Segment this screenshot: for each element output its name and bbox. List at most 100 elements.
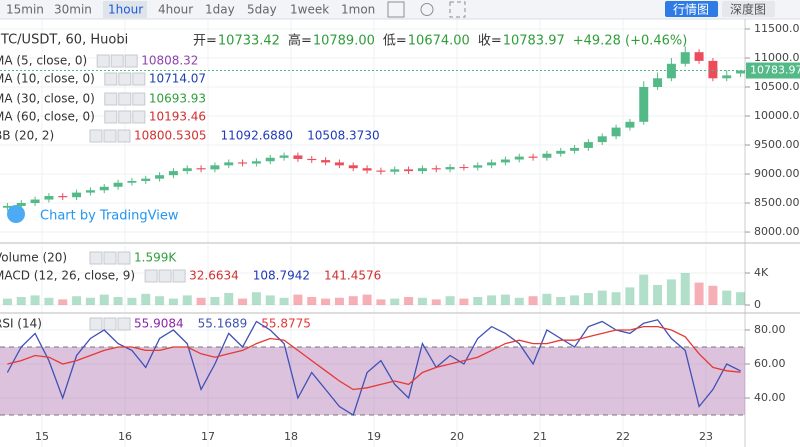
volume-bar [487, 295, 497, 305]
indicator-value: 10693.93 [149, 92, 206, 106]
volume-bar [196, 297, 206, 305]
volume-bar [597, 290, 607, 305]
y-tick-label: 0 [754, 298, 761, 311]
volume-bar [528, 296, 538, 305]
interval-button[interactable]: 1mon [341, 3, 375, 17]
indicator-icon[interactable] [172, 269, 186, 283]
indicator-icon[interactable] [103, 317, 117, 331]
indicator-icon[interactable] [118, 72, 132, 86]
indicator-value: 55.9084 [134, 317, 184, 331]
indicator-icon[interactable] [132, 92, 146, 106]
volume-bar [293, 294, 303, 305]
volume-bar [16, 297, 26, 305]
indicator-icon[interactable] [89, 317, 103, 331]
y-tick-label: 60.00 [754, 357, 786, 370]
view-button-bg[interactable] [665, 1, 718, 17]
candle-body [639, 86, 649, 122]
x-tick-label: 19 [367, 430, 381, 443]
volume-bar [625, 287, 635, 305]
volume-bar [639, 274, 649, 305]
interval-button[interactable]: 30min [54, 3, 92, 17]
interval-button[interactable]: 1day [205, 3, 235, 17]
candle-body [224, 162, 234, 166]
volume-bar [141, 293, 151, 305]
interval-button[interactable]: 5day [247, 3, 277, 17]
candle-body [44, 196, 54, 200]
indicator-icon[interactable] [103, 251, 117, 265]
last-price-label: 10783.97 [750, 64, 800, 77]
interval-button[interactable]: 4hour [158, 3, 193, 17]
indicator-icon[interactable] [89, 129, 103, 143]
indicator-name: MA (5, close, 0) [0, 54, 87, 68]
candle-body [376, 170, 386, 172]
view-button-bg[interactable] [722, 1, 775, 17]
indicator-icon[interactable] [104, 110, 118, 124]
ohlc-value: 10733.42 [218, 34, 280, 49]
indicator-icon[interactable] [132, 72, 146, 86]
indicator-icon[interactable] [144, 269, 158, 283]
indicator-icon[interactable] [104, 72, 118, 86]
volume-bar [2, 298, 12, 305]
volume-bar [583, 293, 593, 305]
toolbar [0, 0, 800, 19]
volume-bar [694, 282, 704, 305]
candle-body [196, 168, 206, 170]
active-interval [103, 1, 147, 18]
watermark: Chart by TradingView [40, 209, 179, 224]
tool-icon[interactable] [387, 1, 405, 18]
candle-body [666, 63, 676, 79]
indicator-icon[interactable] [158, 269, 172, 283]
view-button[interactable]: 行情图 [673, 3, 709, 17]
y-tick-label: 11000.00 [754, 51, 800, 64]
volume-bar [99, 294, 109, 305]
volume-bar [321, 298, 331, 305]
volume-bar [459, 298, 469, 305]
indicator-icon[interactable] [118, 110, 132, 124]
indicator-icon[interactable] [124, 54, 138, 68]
indicator-value: 55.8775 [261, 317, 311, 331]
volume-bar [653, 285, 663, 305]
indicator-icon[interactable] [118, 92, 132, 106]
interval-button[interactable]: 1week [290, 3, 329, 17]
x-tick-label: 18 [284, 430, 298, 443]
candle-body [625, 121, 635, 128]
candle-body [473, 165, 483, 168]
view-button[interactable]: 深度图 [730, 2, 766, 17]
volume-bar [431, 299, 441, 305]
candle-body [72, 192, 82, 198]
candle-body [611, 127, 621, 137]
candle-body [127, 180, 137, 183]
candle-body [348, 165, 358, 169]
indicator-icon[interactable] [96, 54, 110, 68]
volume-bar [722, 290, 732, 305]
indicator-icon[interactable] [104, 92, 118, 106]
y-tick-label: 80.00 [754, 323, 786, 336]
price-change: +49.28 (+0.46%) [573, 34, 688, 49]
indicator-icon[interactable] [117, 317, 131, 331]
indicator-icon[interactable] [103, 129, 117, 143]
candle-body [680, 52, 690, 64]
interval-button[interactable]: 15min [6, 3, 44, 17]
volume-bar [404, 297, 414, 305]
candle-body [155, 175, 165, 179]
y-tick-label: 8500.00 [754, 196, 800, 209]
settings-icon[interactable] [420, 3, 434, 16]
volume-bar [334, 297, 344, 305]
candle-body [694, 52, 704, 61]
fullscreen-icon[interactable] [449, 1, 466, 18]
candle-body [16, 203, 26, 206]
indicator-icon[interactable] [117, 251, 131, 265]
candle-body [708, 60, 718, 79]
indicator-icon[interactable] [117, 129, 131, 143]
candle-body [736, 70, 746, 74]
ohlc-label: 高= [288, 33, 312, 49]
indicator-icon[interactable] [110, 54, 124, 68]
volume-bar [307, 297, 317, 305]
volume-bar [127, 297, 137, 305]
volume-bar [85, 297, 95, 305]
indicator-icon[interactable] [132, 110, 146, 124]
interval-button[interactable]: 1hour [108, 3, 143, 17]
indicator-icon[interactable] [89, 251, 103, 265]
indicator-name: MACD (12, 26, close, 9) [0, 269, 135, 283]
